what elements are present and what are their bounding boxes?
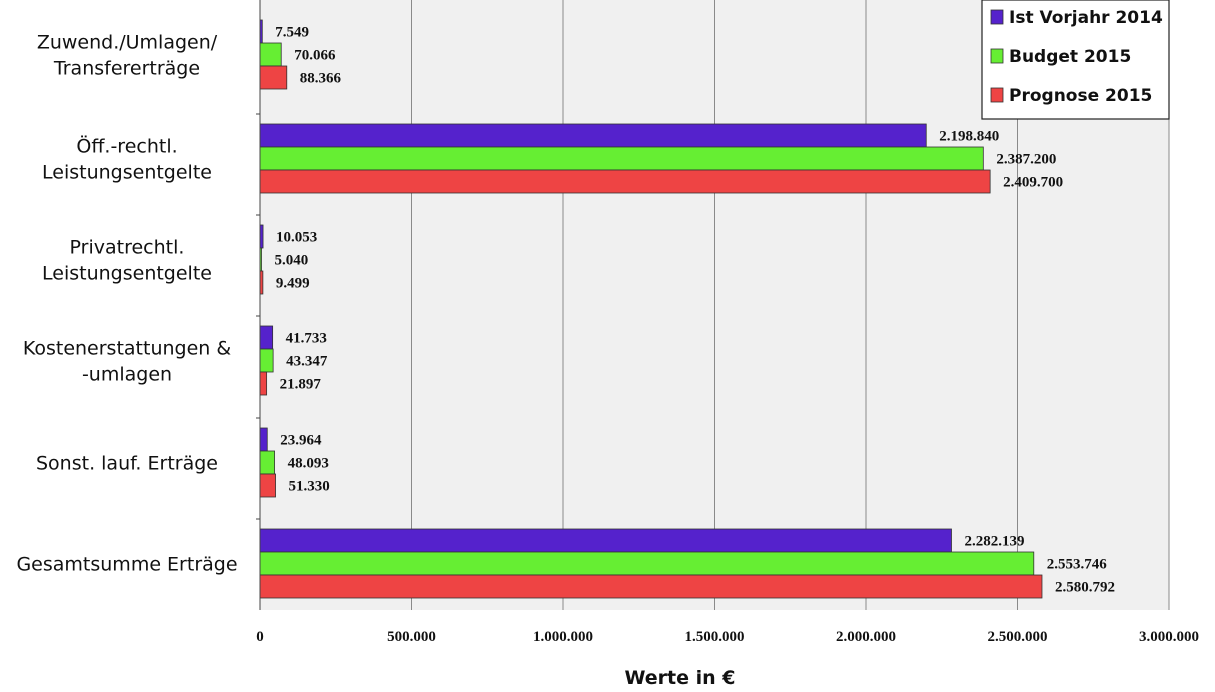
bar bbox=[259, 371, 268, 396]
legend-label: Prognose 2015 bbox=[1009, 86, 1152, 106]
category-label-line: Leistungsentgelte bbox=[42, 162, 212, 184]
x-tick-label: 2.500.000 bbox=[988, 629, 1048, 645]
legend-label: Budget 2015 bbox=[1009, 47, 1131, 67]
legend-swatch bbox=[990, 48, 1004, 64]
bar bbox=[259, 473, 276, 498]
data-label: 5.040 bbox=[275, 253, 309, 269]
data-label: 43.347 bbox=[286, 354, 328, 370]
bars bbox=[259, 19, 1043, 599]
category-label-line: -umlagen bbox=[82, 364, 172, 386]
category-label: Sonst. lauf. Erträge bbox=[36, 453, 218, 475]
category-label-line: Sonst. lauf. Erträge bbox=[36, 453, 218, 475]
category-label-line: Zuwend./Umlagen/ bbox=[37, 32, 218, 54]
legend: Ist Vorjahr 2014 Budget 2015 Prognose 2015 bbox=[981, 0, 1170, 120]
bar bbox=[259, 146, 984, 171]
data-label: 10.053 bbox=[276, 230, 317, 246]
data-label: 2.387.200 bbox=[996, 152, 1056, 168]
data-label: 2.198.840 bbox=[939, 129, 999, 145]
data-label: 70.066 bbox=[294, 48, 336, 64]
data-label: 48.093 bbox=[288, 456, 329, 472]
data-label: 41.733 bbox=[286, 331, 327, 347]
bar bbox=[259, 528, 952, 553]
bar bbox=[259, 551, 1035, 576]
legend-label: Ist Vorjahr 2014 bbox=[1009, 8, 1163, 28]
bar bbox=[259, 65, 288, 90]
data-label: 21.897 bbox=[280, 377, 322, 393]
data-label: 7.549 bbox=[275, 25, 309, 41]
legend-box bbox=[981, 0, 1170, 120]
legend-swatch bbox=[990, 87, 1004, 103]
x-tick-label: 1.500.000 bbox=[685, 629, 745, 645]
category-label: Gesamtsumme Erträge bbox=[16, 554, 237, 576]
x-tick-label: 500.000 bbox=[387, 629, 436, 645]
x-tick-label: 0 bbox=[256, 629, 264, 645]
category-label-line: Leistungsentgelte bbox=[42, 263, 212, 285]
x-tick-label: 2.000.000 bbox=[836, 629, 896, 645]
data-label: 88.366 bbox=[300, 71, 342, 87]
category-label-line: Transfererträge bbox=[53, 58, 200, 80]
category-labels: Zuwend./Umlagen/Transfererträge Öff.-rech… bbox=[16, 32, 260, 576]
bar bbox=[259, 450, 275, 475]
bar bbox=[259, 348, 274, 373]
x-tick-label: 3.000.000 bbox=[1139, 629, 1199, 645]
data-label: 2.553.746 bbox=[1047, 557, 1108, 573]
data-label: 9.499 bbox=[276, 276, 310, 292]
data-label: 51.330 bbox=[289, 479, 330, 495]
bar bbox=[259, 123, 927, 148]
data-label: 2.580.792 bbox=[1055, 580, 1115, 596]
legend-swatch bbox=[990, 9, 1004, 25]
bar bbox=[259, 427, 268, 452]
bar bbox=[259, 574, 1043, 599]
category-label: Kostenerstattungen & -umlagen bbox=[23, 338, 232, 386]
data-label: 23.964 bbox=[280, 433, 322, 449]
bar bbox=[259, 325, 274, 350]
category-label-line: Öff.-rechtl. bbox=[76, 135, 177, 158]
x-axis-title: Werte in € bbox=[625, 667, 736, 689]
bar bbox=[259, 42, 282, 67]
gridlines bbox=[411, 0, 1170, 610]
data-label: 2.282.139 bbox=[964, 534, 1024, 550]
category-label: Zuwend./Umlagen/Transfererträge bbox=[37, 32, 218, 80]
category-label-line: Privatrechtl. bbox=[70, 237, 185, 259]
x-tick-labels: 0 500.000 1.000.000 1.500.000 2.000.000 2.500… bbox=[256, 629, 1199, 645]
category-label-line: Kostenerstattungen & bbox=[23, 338, 232, 360]
bar bbox=[259, 169, 991, 194]
data-labels: 7.549 70.066 88.366 2.198.840 2.387.200 2.409… bbox=[275, 25, 1115, 596]
category-label-line: Gesamtsumme Erträge bbox=[16, 554, 237, 576]
category-label: Privatrechtl. Leistungsentgelte bbox=[42, 237, 212, 285]
x-tick-label: 1.000.000 bbox=[533, 629, 593, 645]
category-label: Öff.-rechtl. Leistungsentgelte bbox=[42, 135, 212, 184]
data-label: 2.409.700 bbox=[1003, 175, 1063, 191]
